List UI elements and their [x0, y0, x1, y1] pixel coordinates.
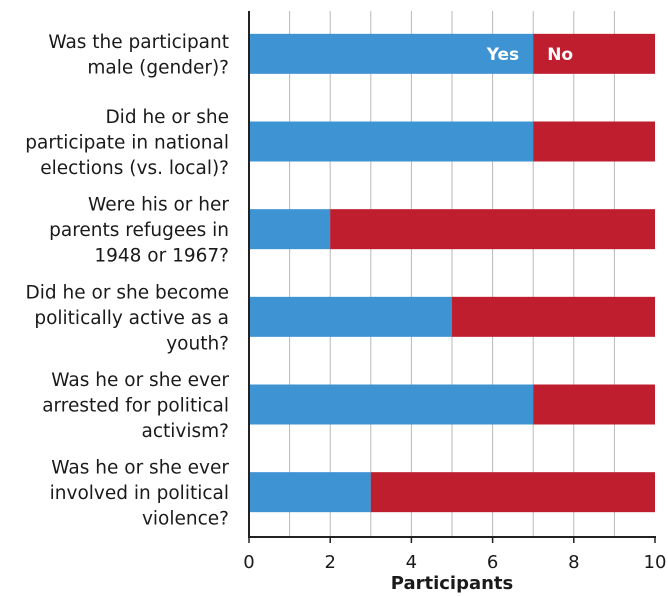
plot-frame	[248, 11, 656, 538]
category-label: elections (vs. local)?	[40, 158, 229, 179]
x-tick-label: 4	[406, 552, 417, 573]
x-tick-label: 0	[243, 552, 254, 573]
category-label: involved in political	[50, 483, 229, 504]
category-label: youth?	[166, 333, 229, 354]
category-label: Did he or she	[105, 107, 229, 128]
category-label: Was he or she ever	[51, 458, 229, 479]
bar-yes-1	[249, 121, 534, 162]
x-tick-label: 8	[568, 552, 579, 573]
bar-no-3	[452, 296, 655, 337]
category-label: Was he or she ever	[51, 370, 229, 391]
category-labels: Was the participant male (gender)? Did he …	[25, 32, 229, 530]
category-label: politically active as a	[34, 308, 229, 329]
x-tick-label: 10	[644, 552, 667, 573]
category-label: Was the participant	[48, 32, 229, 53]
bar-yes-5	[249, 472, 371, 513]
x-axis-title: Participants	[391, 573, 514, 594]
category-label: participate in national	[25, 133, 229, 154]
x-tick-label: 2	[324, 552, 335, 573]
bar-no-1	[533, 121, 655, 162]
category-label: parents refugees in	[49, 220, 229, 241]
legend-label-yes: Yes	[486, 45, 519, 65]
category-label: male (gender)?	[87, 58, 229, 79]
legend-label-no: No	[547, 45, 573, 65]
category-label: 1948 or 1967?	[94, 246, 229, 267]
category-label: Were his or her	[88, 195, 229, 216]
bar-yes-4	[249, 384, 534, 425]
bar-yes-0	[249, 33, 534, 74]
category-label: Did he or she become	[26, 282, 229, 303]
category-label: arrested for political	[42, 396, 229, 417]
bar-no-2	[330, 209, 655, 250]
bar-yes-2	[249, 209, 331, 250]
bar-no-0	[533, 33, 655, 74]
category-label: violence?	[142, 509, 229, 530]
bar-yes-3	[249, 296, 452, 337]
gridlines	[289, 11, 615, 537]
category-label: activism?	[142, 421, 229, 442]
bars: Yes No	[249, 33, 655, 513]
bar-no-4	[533, 384, 655, 425]
bar-no-5	[370, 472, 655, 513]
x-tick-label: 6	[487, 552, 498, 573]
x-tick-labels: 0 2 4 6 8 10	[243, 537, 666, 573]
